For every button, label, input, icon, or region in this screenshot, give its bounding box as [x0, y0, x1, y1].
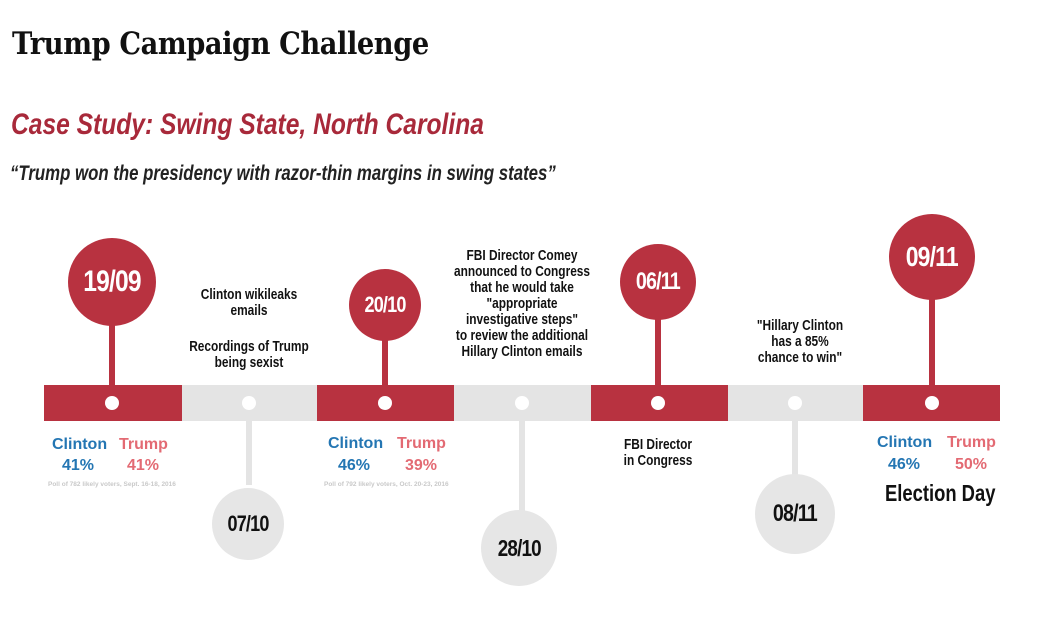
event-stem	[519, 415, 525, 515]
date-circle: 19/09	[68, 238, 156, 326]
clinton-label: Clinton	[328, 435, 384, 452]
election-day-caption: Election Day	[885, 480, 996, 506]
timeline-dot	[242, 396, 256, 410]
clinton-percent: 41%	[62, 457, 95, 474]
date-circle: 28/10	[481, 510, 557, 586]
poll-source-note: Poll of 782 likely voters, Sept. 16-18, …	[48, 481, 176, 488]
event-stem	[109, 300, 115, 390]
date-circle: 09/11	[889, 214, 975, 300]
event-note: Clinton wikileaks emails Recordings of T…	[189, 287, 309, 371]
date-circle: 06/11	[620, 244, 696, 320]
clinton-label: Clinton	[877, 434, 933, 451]
event-stem	[655, 300, 661, 390]
trump-label: Trump	[397, 435, 446, 452]
date-circle: 08/11	[755, 474, 835, 554]
trump-label: Trump	[947, 434, 996, 451]
event-stem	[382, 330, 388, 390]
clinton-percent: 46%	[338, 457, 371, 474]
timeline-dot	[651, 396, 665, 410]
timeline-dot	[925, 396, 939, 410]
clinton-percent: 46%	[888, 456, 921, 473]
timeline-dot	[788, 396, 802, 410]
trump-percent: 50%	[955, 456, 988, 473]
poll-source-note: Poll of 792 likely voters, Oct. 20-23, 2…	[324, 481, 449, 488]
page-title: Trump Campaign Challenge	[12, 26, 429, 62]
case-study-subtitle: Case Study: Swing State, North Carolina	[11, 108, 484, 141]
quote-text: “Trump won the presidency with razor-thi…	[10, 162, 556, 185]
event-stem	[246, 415, 252, 485]
clinton-label: Clinton	[52, 436, 108, 453]
timeline-dot	[105, 396, 119, 410]
date-circle: 07/10	[212, 488, 284, 560]
event-note: FBI Director Comey announced to Congress…	[453, 248, 591, 360]
date-circle: 20/10	[349, 269, 421, 341]
event-stem	[929, 290, 935, 390]
event-note: FBI Director in Congress	[623, 437, 693, 469]
timeline-dot	[378, 396, 392, 410]
trump-percent: 41%	[127, 457, 160, 474]
timeline-dot	[515, 396, 529, 410]
trump-percent: 39%	[405, 457, 438, 474]
event-stem	[792, 415, 798, 480]
event-note: "Hillary Clinton has a 85% chance to win…	[756, 318, 844, 366]
trump-label: Trump	[119, 436, 168, 453]
